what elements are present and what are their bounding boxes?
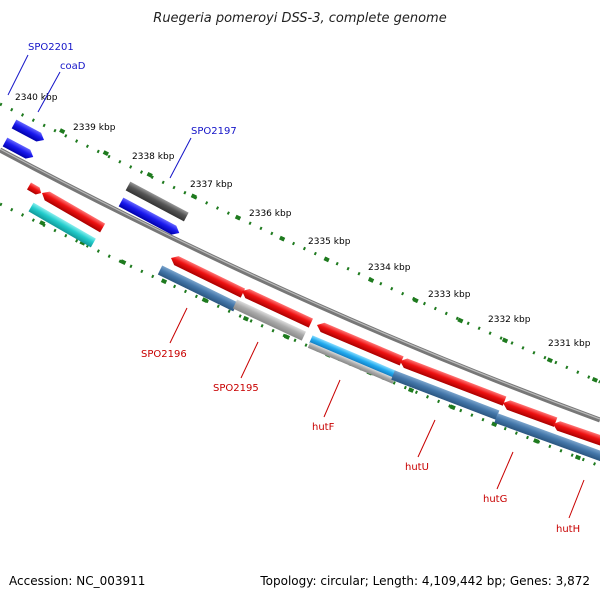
tick-label: 2334 kbp — [368, 263, 411, 273]
label-spo2201: SPO2201 — [28, 42, 74, 53]
accession-text: Accession: NC_003911 — [9, 574, 146, 588]
gene-coad[interactable] — [11, 119, 47, 145]
label-hutf: hutF — [312, 422, 335, 433]
gene-spo2201[interactable] — [2, 137, 36, 162]
tick-label: 2335 kbp — [308, 237, 351, 247]
tick-label: 2331 kbp — [548, 339, 591, 349]
genome-summary-text: Topology: circular; Length: 4,109,442 bp… — [260, 574, 590, 588]
callout-spo2195 — [240, 341, 259, 379]
feature-hutf-light[interactable] — [307, 342, 395, 384]
tick-label: 2338 kbp — [132, 152, 175, 162]
feature-hutg-huth[interactable] — [494, 413, 600, 463]
label-spo2195: SPO2195 — [213, 383, 259, 394]
gene-red-2[interactable] — [240, 286, 313, 328]
gene-red-5[interactable] — [501, 398, 558, 427]
feature-spo2195[interactable] — [232, 299, 306, 341]
label-spo2197: SPO2197 — [191, 126, 237, 137]
tick-label: 2337 kbp — [190, 180, 233, 190]
gene-red-4[interactable] — [398, 356, 507, 406]
callout-hutg — [496, 451, 514, 490]
callout-coad — [37, 71, 61, 113]
gene-cyan-upper[interactable] — [28, 202, 96, 248]
map-title: Ruegeria pomeroyi DSS-3, complete genome — [153, 11, 446, 26]
label-huth: hutH — [556, 524, 580, 535]
genome-backbone — [0, 147, 600, 423]
gene-red-small[interactable] — [27, 182, 43, 197]
callout-huth — [568, 479, 585, 519]
label-spo2196: SPO2196 — [141, 349, 187, 360]
callout-hutu — [417, 419, 436, 458]
tick-label: 2339 kbp — [73, 123, 116, 133]
label-coad: coaD — [60, 61, 86, 72]
feature-hutf[interactable] — [309, 335, 396, 378]
label-hutu: hutU — [405, 462, 429, 473]
callout-spo2197 — [169, 137, 192, 179]
label-hutg: hutG — [483, 494, 507, 505]
gene-red-3[interactable] — [315, 320, 404, 366]
gene-spo2197[interactable] — [125, 181, 189, 222]
genome-backbone-highlight — [0, 148, 600, 420]
feature-hutu[interactable] — [391, 370, 500, 420]
gene-red-1[interactable] — [169, 254, 246, 298]
tick-label: 2340 kbp — [15, 93, 58, 103]
feature-spo2196[interactable] — [157, 265, 238, 312]
gene-blue-upper[interactable] — [118, 197, 182, 238]
callout-spo2201 — [7, 54, 29, 96]
tick-label: 2332 kbp — [488, 315, 531, 325]
gene-red-upper[interactable] — [40, 189, 106, 233]
callout-spo2196 — [169, 307, 188, 344]
tick-label: 2333 kbp — [428, 290, 471, 300]
gene-red-6[interactable] — [551, 419, 600, 449]
callout-hutf — [323, 379, 341, 418]
tick-label: 2336 kbp — [249, 209, 292, 219]
